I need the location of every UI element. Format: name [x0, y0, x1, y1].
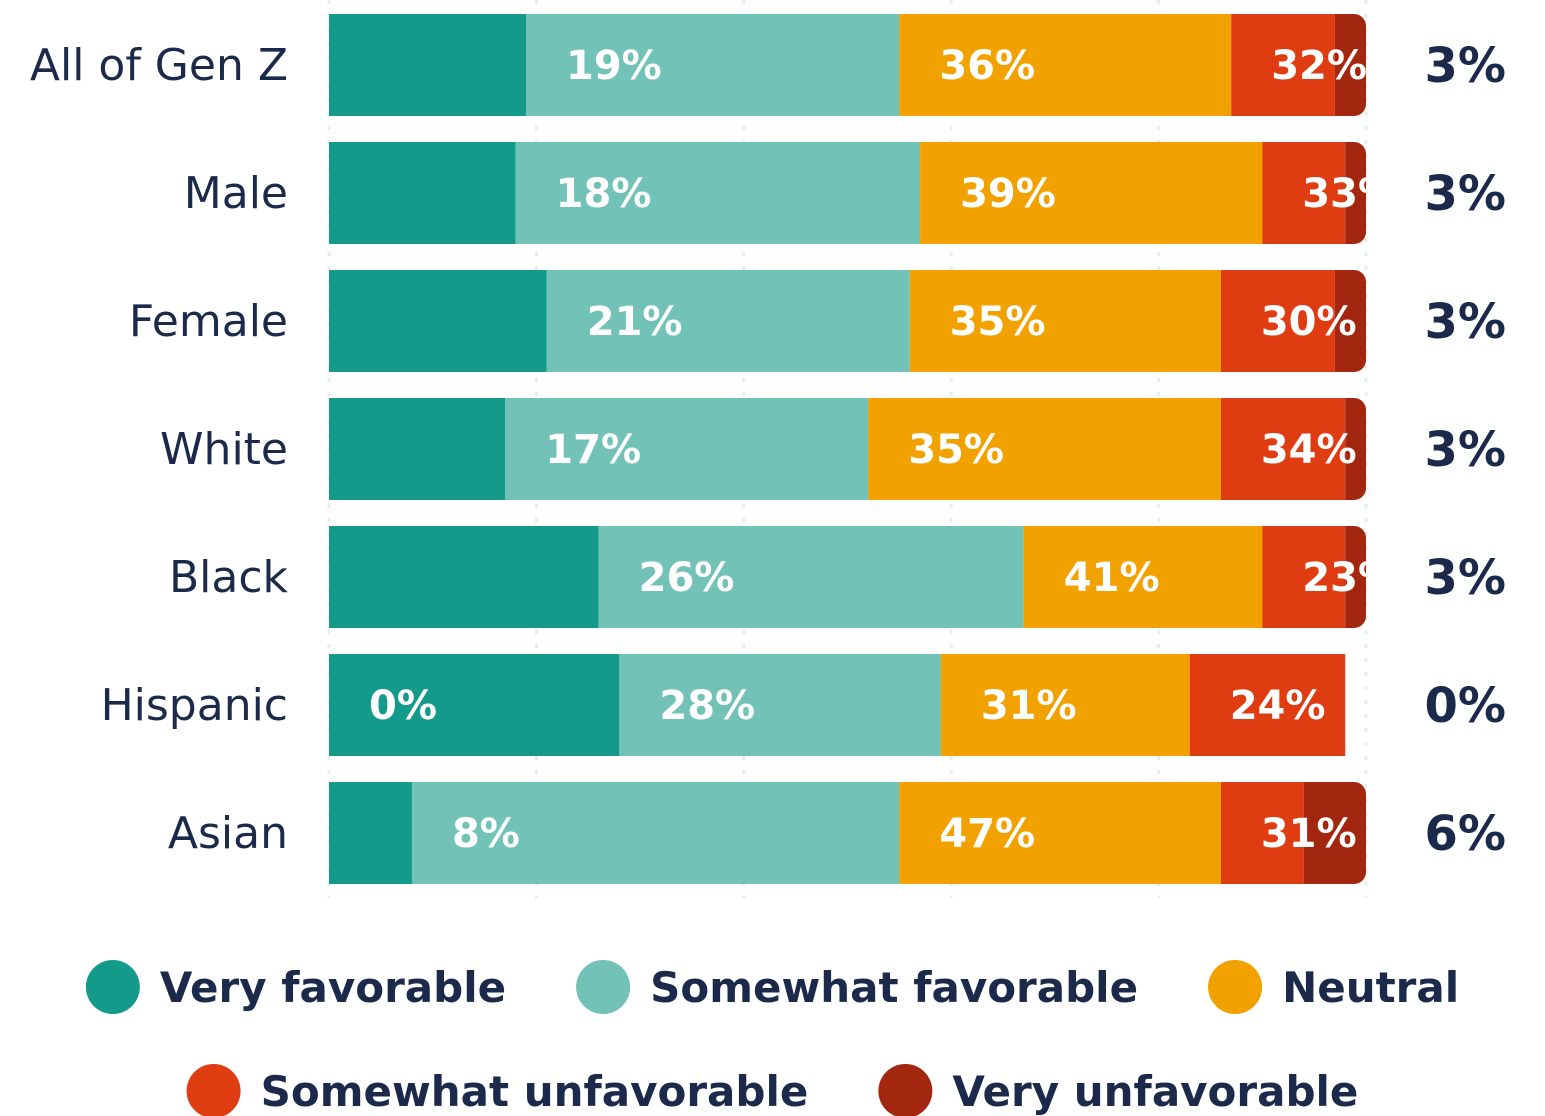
- end-value-label: 3%: [1425, 422, 1507, 478]
- legend-item-somewhat-unfavorable: Somewhat unfavorable: [186, 1064, 809, 1116]
- bar-segment-somewhat-favorable: [526, 14, 900, 116]
- data-label: 21%: [587, 299, 683, 345]
- bar-segment-somewhat-favorable: [411, 782, 900, 884]
- data-label: 33%: [1302, 171, 1398, 217]
- bar-row-hispanic: [329, 654, 1346, 756]
- bar-segment-very-favorable: [329, 782, 412, 884]
- bar-segment-somewhat-unfavorable: [1220, 782, 1304, 884]
- data-label: 35%: [950, 299, 1046, 345]
- bar-segment-somewhat-unfavorable: [1231, 14, 1335, 116]
- legend-label: Somewhat unfavorable: [261, 1067, 809, 1116]
- data-label: 0%: [369, 683, 437, 729]
- labels: All of Gen Z 19% 36% 32% 3% Male 18% 39% 33% 3% Fe…: [30, 38, 1506, 862]
- data-label: 35%: [908, 427, 1004, 473]
- end-value-label: 3%: [1425, 38, 1507, 94]
- data-label: 19%: [566, 43, 662, 89]
- data-label: 24%: [1230, 683, 1326, 729]
- data-label: 41%: [1064, 555, 1160, 601]
- legend-swatch: [576, 960, 631, 1014]
- data-label: 18%: [556, 171, 652, 217]
- bar-segment-very-favorable: [329, 142, 516, 244]
- bar-row-all-of-gen-z: [329, 14, 1366, 116]
- legend-item-very-favorable: Very favorable: [85, 960, 506, 1014]
- bar-segment-neutral: [899, 14, 1232, 116]
- legend-swatch: [1208, 960, 1263, 1014]
- bar-segment-very-unfavorable: [1303, 782, 1366, 884]
- bar-segment-very-unfavorable: [1334, 270, 1366, 372]
- data-label: 34%: [1261, 427, 1357, 473]
- category-label: White: [160, 424, 288, 475]
- bar-segment-somewhat-unfavorable: [1220, 270, 1335, 372]
- bar-segment-neutral: [909, 270, 1221, 372]
- bar-segment-very-favorable: [329, 654, 620, 756]
- bar-row-black: [329, 526, 1366, 628]
- end-value-label: 3%: [1425, 294, 1507, 350]
- data-label: 31%: [1261, 811, 1357, 857]
- bar-row-male: [329, 142, 1366, 244]
- legend-swatch: [186, 1064, 241, 1116]
- data-label: 26%: [639, 555, 735, 601]
- bar-segment-somewhat-favorable: [546, 270, 910, 372]
- bar-segment-somewhat-unfavorable: [1220, 398, 1346, 500]
- bar-segment-neutral: [868, 398, 1221, 500]
- end-value-label: 3%: [1425, 550, 1507, 606]
- legend-label: Neutral: [1282, 963, 1459, 1012]
- legend-swatch: [878, 1064, 933, 1116]
- bar-segment-very-unfavorable: [1345, 398, 1366, 500]
- category-label: Male: [184, 168, 288, 219]
- bar-segment-somewhat-favorable: [505, 398, 869, 500]
- end-value-label: 0%: [1425, 678, 1507, 734]
- bar-row-white: [329, 398, 1366, 500]
- bar-segment-neutral: [899, 782, 1221, 884]
- bar-segment-very-unfavorable: [1345, 142, 1366, 244]
- bars: [329, 14, 1366, 884]
- data-label: 47%: [939, 811, 1035, 857]
- end-value-label: 6%: [1425, 806, 1507, 862]
- category-label: All of Gen Z: [30, 40, 288, 91]
- data-label: 31%: [981, 683, 1077, 729]
- data-label: 23%: [1302, 555, 1398, 601]
- data-label: 39%: [960, 171, 1056, 217]
- category-label: Black: [169, 552, 289, 603]
- bar-segment-neutral: [1023, 526, 1263, 628]
- data-label: 17%: [545, 427, 641, 473]
- legend-item-neutral: Neutral: [1208, 960, 1459, 1014]
- bar-segment-neutral: [940, 654, 1190, 756]
- data-label: 8%: [452, 811, 520, 857]
- bar-segment-very-unfavorable: [1345, 526, 1366, 628]
- category-label: Female: [129, 296, 288, 347]
- legend-item-very-unfavorable: Very unfavorable: [878, 1064, 1358, 1116]
- bar-segment-somewhat-favorable: [619, 654, 941, 756]
- bar-segment-somewhat-favorable: [598, 526, 1024, 628]
- end-value-label: 3%: [1425, 166, 1507, 222]
- data-label: 32%: [1271, 43, 1367, 89]
- legend-item-somewhat-favorable: Somewhat favorable: [576, 960, 1138, 1014]
- bar-segment-somewhat-favorable: [515, 142, 921, 244]
- data-label: 36%: [939, 43, 1035, 89]
- legend: Very favorable Somewhat favorable Neutral S…: [85, 960, 1459, 1116]
- category-label: Hispanic: [101, 680, 288, 731]
- bar-segment-very-favorable: [329, 526, 599, 628]
- legend-label: Very unfavorable: [952, 1067, 1358, 1116]
- bar-segment-neutral: [920, 142, 1263, 244]
- data-label: 28%: [659, 683, 755, 729]
- bar-segment-very-favorable: [329, 14, 527, 116]
- legend-label: Somewhat favorable: [650, 963, 1138, 1012]
- bar-row-female: [329, 270, 1366, 372]
- legend-label: Very favorable: [160, 963, 506, 1012]
- bar-segment-very-unfavorable: [1334, 14, 1366, 116]
- bar-segment-very-favorable: [329, 398, 506, 500]
- bar-segment-somewhat-unfavorable: [1262, 142, 1346, 244]
- category-label: Asian: [168, 808, 288, 859]
- bar-segment-somewhat-unfavorable: [1262, 526, 1346, 628]
- data-label: 30%: [1261, 299, 1357, 345]
- bar-row-asian: [329, 782, 1366, 884]
- legend-swatch: [85, 960, 140, 1014]
- bar-segment-very-favorable: [329, 270, 547, 372]
- bar-segment-somewhat-unfavorable: [1189, 654, 1346, 756]
